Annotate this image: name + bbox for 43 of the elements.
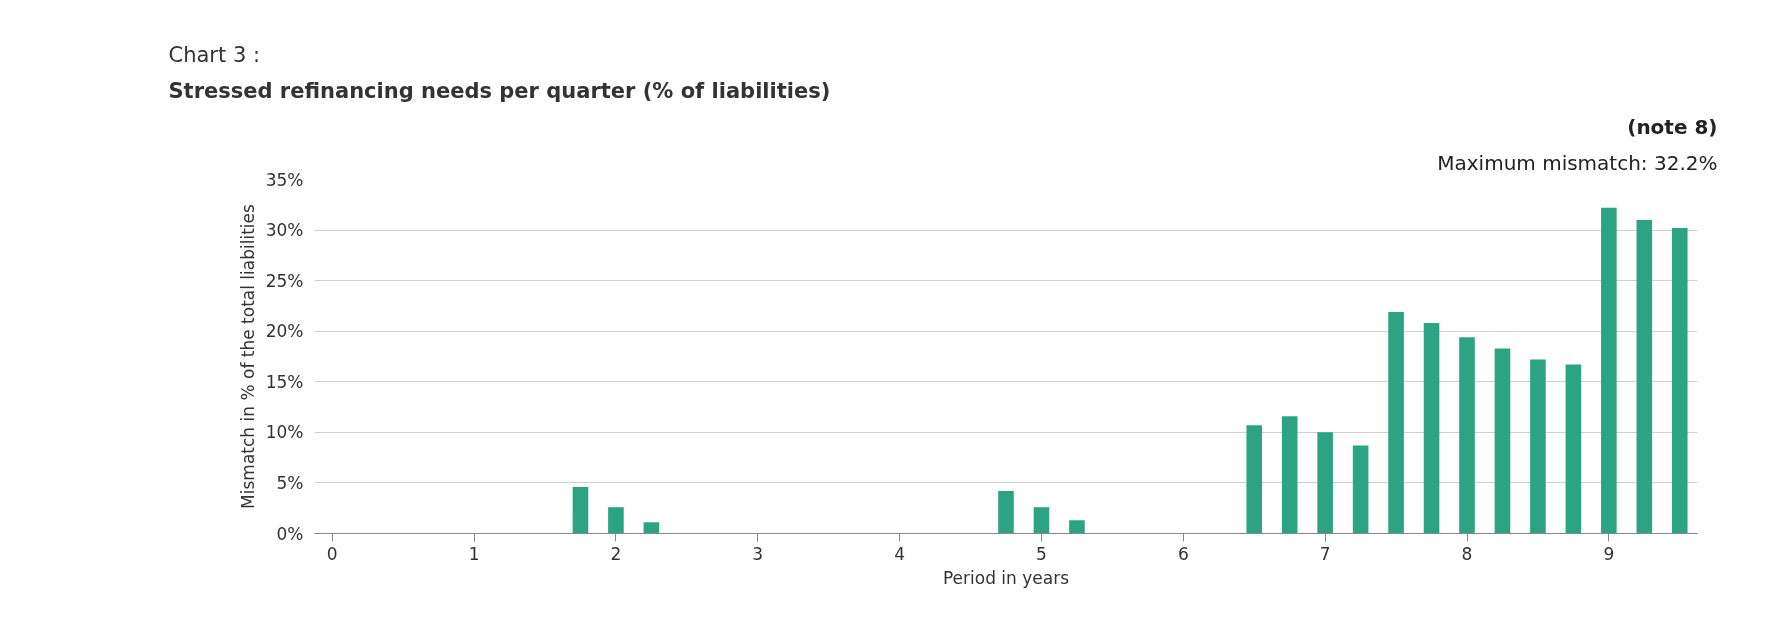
y-tick-label: 10% [265,422,304,443]
y-tick-label: 20% [265,321,304,342]
bar [1671,228,1688,534]
x-tick-label: 9 [1603,543,1615,564]
x-tick-label: 0 [326,543,338,564]
bar [998,491,1014,534]
y-tick-label: 35% [265,169,304,190]
bar [1636,219,1653,534]
y-tick-label: 15% [265,371,304,392]
x-tick-label: 4 [894,543,906,564]
y-tick-label: 5% [276,472,304,493]
bar [1317,432,1333,534]
bar [1281,416,1298,534]
bar [1388,312,1404,534]
bar [1494,348,1511,534]
bar [643,522,660,534]
bar [1601,207,1617,534]
x-tick-label: 8 [1461,543,1473,564]
x-axis-title: Period in years [942,567,1070,588]
x-tick-label: 7 [1319,543,1331,564]
x-tick-label: 5 [1036,543,1047,564]
bar [1423,323,1440,534]
bar [1033,507,1050,534]
y-tick-label: 30% [265,220,304,241]
bar [1069,520,1085,534]
bar [608,507,624,534]
bar [1459,337,1475,534]
bar [1246,425,1263,534]
text: Maximum mismatch: 32.2% [1437,150,1718,175]
y-axis-title: Mismatch in % of the total liabilities [237,203,258,509]
text: (note 8) [1627,114,1718,139]
chart-subtitle: Stressed refinancing needs per quarter (% of liabilities) [168,78,831,103]
bar [1530,359,1546,534]
x-tick-label: 1 [468,543,480,564]
x-tick-label: 3 [752,543,764,564]
x-tick-label: 6 [1177,543,1189,564]
bar [572,486,589,534]
bar [1352,445,1369,534]
x-tick-label: 2 [610,543,622,564]
y-tick-label: 25% [265,270,304,291]
chart-title: Chart 3 : [168,42,260,67]
bar [1565,364,1582,534]
y-tick-label: 0% [276,523,304,544]
